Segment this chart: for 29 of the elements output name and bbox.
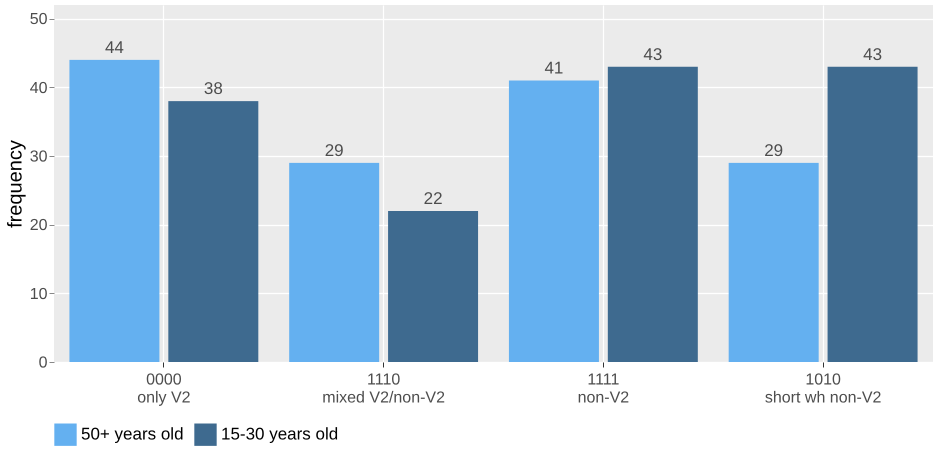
y-tick-label: 20 [30,217,48,234]
y-tick-label: 30 [30,148,48,166]
bar [728,162,819,362]
y-tick-label: 10 [30,286,48,303]
bar [168,101,258,362]
data-label: 29 [764,140,784,160]
x-tick-label: 0000 only V2 [137,372,191,406]
x-tick-label: 1111 non-V2 [578,372,630,406]
y-tick-label: 40 [30,80,48,97]
y-tick-label: 0 [38,354,48,372]
bar [69,60,160,362]
legend-label: 50+ years old [81,424,184,444]
data-label: 41 [544,58,564,78]
bar [828,66,918,362]
y-tick-label: 50 [30,11,48,28]
x-tick-label: 1010 short wh non-V2 [764,372,882,406]
data-label: 44 [104,38,124,57]
bar [388,210,478,362]
data-label: 43 [643,44,662,64]
data-label: 29 [324,140,344,160]
legend-label: 15-30 years old [221,424,338,444]
y-axis-title: frequency [4,140,27,228]
x-tick-label: 1110 mixed V2/non-V2 [322,372,446,406]
bar [608,66,698,362]
data-label: 22 [424,188,443,208]
data-label: 38 [204,79,223,98]
data-label: 43 [863,44,882,64]
bar [289,162,380,362]
bar [508,80,599,362]
